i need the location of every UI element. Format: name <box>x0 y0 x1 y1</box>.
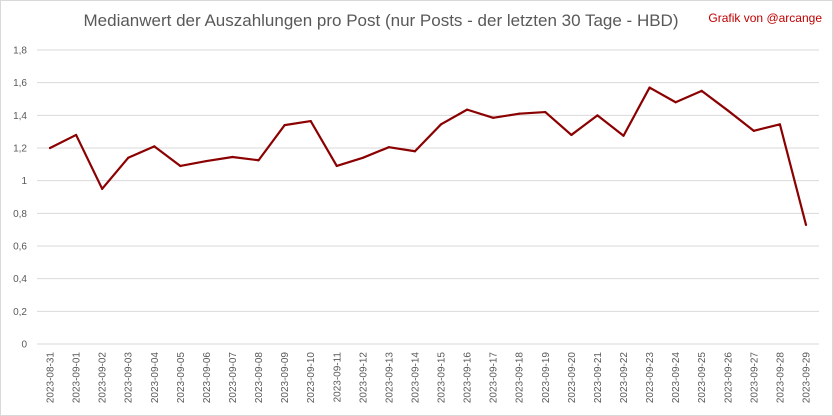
data-point <box>335 164 338 168</box>
y-tick-label: 1,6 <box>13 78 27 89</box>
y-tick-label: 0,6 <box>13 242 27 253</box>
chart-title: Medianwert der Auszahlungen pro Post (nu… <box>83 11 679 30</box>
x-tick-label: 2023-09-01 <box>72 352 83 404</box>
x-tick-label: 2023-09-18 <box>515 352 526 404</box>
data-point <box>726 109 729 112</box>
x-tick-label: 2023-09-26 <box>723 352 734 404</box>
data-point <box>648 86 651 89</box>
data-point <box>101 187 104 190</box>
data-point <box>492 116 495 119</box>
data-point <box>700 89 703 92</box>
x-tick-label: 2023-09-05 <box>176 352 187 404</box>
x-tick-label: 2023-09-21 <box>593 352 604 404</box>
x-tick-label: 2023-09-15 <box>437 352 448 404</box>
x-tick-label: 2023-09-20 <box>567 352 578 404</box>
data-point <box>127 156 130 159</box>
data-point <box>153 145 156 148</box>
y-tick-label: 0,4 <box>13 274 27 285</box>
y-tick-label: 0,2 <box>13 307 27 318</box>
data-point <box>674 101 677 104</box>
x-tick-label: 2023-09-13 <box>384 352 395 404</box>
x-tick-label: 2023-09-23 <box>645 352 656 404</box>
x-tick-label: 2023-09-03 <box>124 352 135 404</box>
x-tick-label: 2023-09-14 <box>410 352 421 404</box>
x-tick-label: 2023-09-02 <box>98 352 109 404</box>
x-tick-label: 2023-09-24 <box>671 352 682 404</box>
data-point <box>257 159 260 162</box>
x-tick-label: 2023-09-09 <box>280 352 291 404</box>
data-point <box>231 155 234 159</box>
data-point <box>361 156 364 159</box>
y-tick-label: 1,8 <box>13 46 27 57</box>
data-point <box>596 114 599 117</box>
x-tick-label: 2023-09-19 <box>541 352 552 404</box>
x-tick-label: 2023-09-11 <box>332 352 343 403</box>
data-point <box>283 124 286 127</box>
y-tick-label: 0,8 <box>13 209 27 220</box>
x-tick-label: 2023-09-12 <box>358 352 369 404</box>
series-line <box>48 86 808 226</box>
data-point <box>518 112 521 115</box>
data-point <box>387 146 390 149</box>
data-point <box>179 164 182 168</box>
data-point <box>439 123 443 126</box>
data-point <box>205 159 208 163</box>
data-point <box>544 110 547 114</box>
x-tick-label: 2023-09-17 <box>489 352 500 404</box>
data-point <box>466 108 469 111</box>
x-tick-label: 2023-09-27 <box>749 352 760 404</box>
y-tick-label: 1 <box>21 176 27 187</box>
x-tick-label: 2023-09-16 <box>463 352 474 404</box>
data-point <box>309 119 312 123</box>
y-tick-label: 1,2 <box>13 144 27 155</box>
y-tick-label: 0 <box>21 340 27 351</box>
data-point <box>622 134 625 137</box>
data-point <box>752 129 755 132</box>
data-point <box>48 146 52 150</box>
data-point <box>570 133 573 137</box>
data-point <box>804 223 808 226</box>
x-tick-label: 2023-09-25 <box>697 352 708 404</box>
x-tick-label: 2023-09-29 <box>801 352 812 404</box>
x-tick-label: 2023-09-06 <box>202 352 213 404</box>
data-point <box>75 133 78 137</box>
data-point <box>778 123 782 126</box>
data-point <box>413 150 417 153</box>
x-tick-label: 2023-09-07 <box>228 352 239 404</box>
x-tick-label: 2023-09-08 <box>254 352 265 404</box>
chart-credit: Grafik von @arcange <box>708 11 822 25</box>
x-tick-label: 2023-08-31 <box>46 352 57 404</box>
x-tick-label: 2023-09-04 <box>150 352 161 404</box>
x-tick-label: 2023-09-22 <box>619 352 630 404</box>
x-tick-label: 2023-09-10 <box>306 352 317 404</box>
y-tick-label: 1,4 <box>13 111 27 122</box>
x-tick-label: 2023-09-28 <box>775 352 786 404</box>
